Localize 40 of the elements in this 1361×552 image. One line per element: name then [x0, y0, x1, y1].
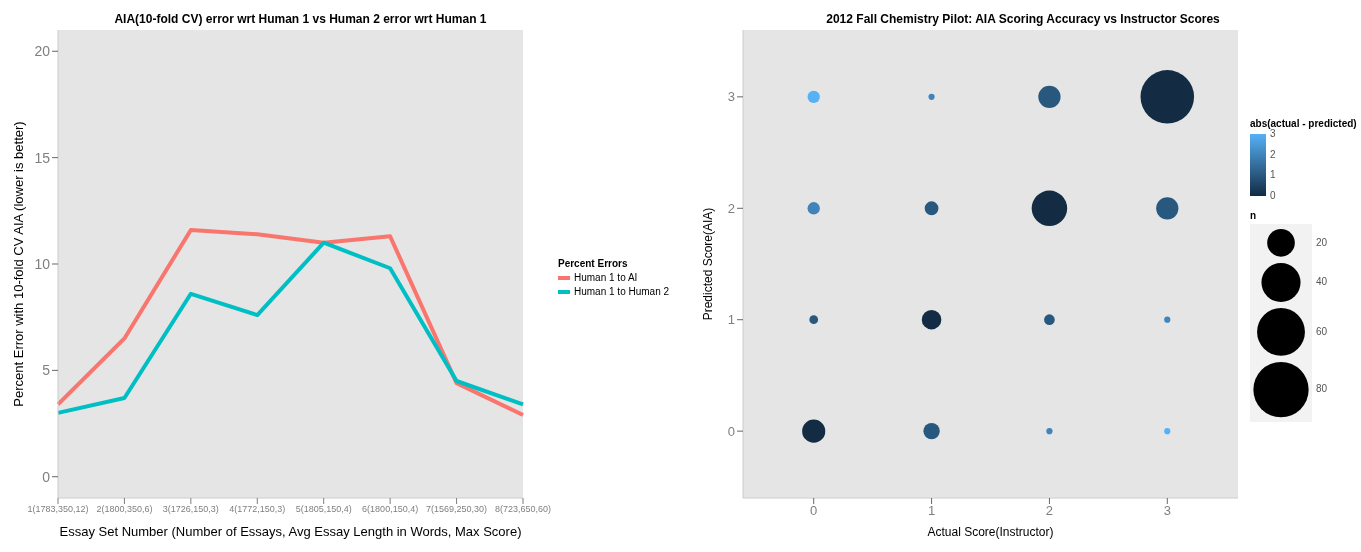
color-bar-label: 3: [1270, 128, 1276, 139]
x-tick-label: 1(1783,350,12): [27, 504, 89, 515]
x-tick-label: 2: [1045, 503, 1054, 519]
x-tick-label: 3(1726,150,3): [162, 504, 219, 515]
y-tick-label: 2: [727, 200, 735, 216]
y-tick-label: 10: [34, 255, 51, 272]
legend-label: Human 1 to AI: [574, 272, 638, 283]
y-axis-title: Percent Error with 10-fold CV AIA (lower is better): [10, 121, 26, 407]
chart-title: 2012 Fall Chemistry Pilot: AIA Scoring Accuracy vs Instructor Scores: [825, 12, 1221, 26]
legend-label: 60: [1316, 325, 1328, 337]
legend-title: n: [1250, 210, 1258, 221]
legend-label: 20: [1316, 236, 1328, 248]
y-axis-title: Predicted Score(AIA): [701, 207, 716, 321]
x-tick-label: 4(1772,150,3): [229, 504, 286, 515]
x-tick-label: 2(1800,350,6): [96, 504, 153, 515]
y-tick-label: 1: [727, 312, 735, 328]
color-bar-title: abs(actual - predicted): [1250, 118, 1357, 129]
chart-title: AIA(10-fold CV) error wrt Human 1 vs Human 2 error wrt Human 1: [113, 12, 488, 26]
y-tick-label: 3: [727, 89, 735, 105]
x-axis-title: Actual Score(Instructor): [927, 525, 1054, 539]
color-bar-label: 0: [1270, 190, 1276, 201]
color-bar-label: 2: [1270, 148, 1276, 160]
color-bar-label: 1: [1270, 169, 1276, 181]
x-tick-label: 7(1569,250,30): [426, 504, 488, 515]
legend-title: Percent Errors: [558, 258, 629, 269]
legend-label: Human 1 to Human 2: [574, 286, 670, 297]
x-axis-title: Essay Set Number (Number of Essays, Avg Essay Length in Words, Max Score): [59, 524, 522, 539]
y-tick-label: 15: [34, 149, 51, 166]
y-tick-label: 0: [727, 423, 735, 439]
x-tick-label: 6(1800,150,4): [362, 504, 419, 515]
x-tick-label: 5(1805,150,4): [295, 504, 352, 515]
x-tick-label: 3: [1163, 503, 1171, 519]
x-tick-label: 1: [927, 503, 936, 519]
y-tick-label: 5: [42, 362, 51, 379]
x-tick-label: 0: [810, 503, 818, 519]
y-tick-label: 0: [42, 468, 51, 485]
x-tick-label: 8(723,650,60): [494, 504, 552, 515]
legend-label: 40: [1316, 276, 1328, 288]
legend-label: 80: [1316, 383, 1328, 395]
y-tick-label: 20: [34, 43, 51, 60]
